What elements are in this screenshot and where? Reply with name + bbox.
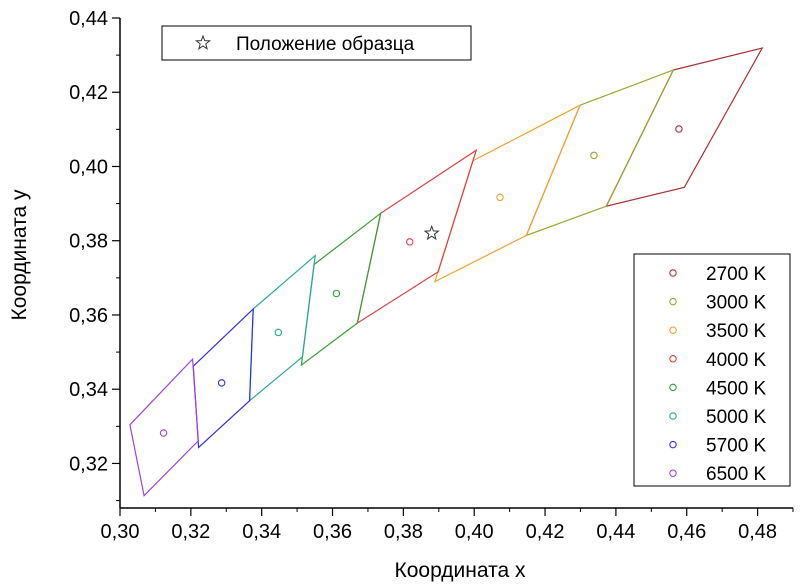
legend-label: 4500 K — [706, 378, 767, 399]
x-axis-title: Координата x — [395, 559, 526, 582]
legend-item: 2700 K — [669, 264, 767, 285]
x-tick-label: 0,34 — [242, 521, 281, 543]
legend-marker — [669, 269, 677, 277]
y-tick-label: 0,34 — [69, 379, 108, 401]
legend-marker — [669, 355, 677, 363]
legend-marker — [669, 440, 677, 449]
quadrangle-3000k — [525, 68, 675, 237]
legend-marker — [669, 297, 677, 306]
x-tick-label: 0,32 — [171, 521, 210, 543]
sample-legend-frame — [161, 25, 472, 61]
y-tick-label: 0,32 — [69, 453, 108, 475]
legend-marker — [669, 469, 677, 477]
sample-point-star — [423, 224, 440, 241]
sample-legend-label: Положение образца — [236, 34, 415, 55]
quadrangle-2700k — [605, 47, 764, 208]
star-icon — [194, 34, 212, 50]
quadrangle-5700k — [192, 307, 254, 449]
legend-item: 6500 K — [669, 464, 767, 485]
sample-legend: Положение образца — [161, 25, 472, 61]
y-tick-label: 0,42 — [69, 82, 108, 104]
center-point-3000k — [590, 151, 598, 160]
legend-item: 4000 K — [669, 350, 767, 371]
x-tick-label: 0,38 — [384, 521, 423, 543]
x-tick-label: 0,36 — [313, 521, 352, 543]
x-tick-label: 0,44 — [596, 521, 635, 543]
legend-marker — [669, 412, 677, 420]
y-axis-title: Координата y — [8, 189, 31, 320]
y-tick-label: 0,44 — [69, 8, 108, 30]
legend-marker — [669, 383, 677, 392]
legend-label: 3000 K — [706, 293, 767, 314]
quadrangle-6500k — [129, 357, 199, 497]
center-point-2700k — [675, 125, 683, 133]
legend-item: 3000 K — [669, 293, 767, 314]
star-icon-shape — [194, 34, 212, 50]
series-legend-frame — [633, 253, 791, 487]
center-point-5700k — [217, 379, 226, 387]
center-point-4500k — [332, 289, 341, 298]
legend-item: 3500 K — [669, 321, 767, 342]
legend-label: 5000 K — [706, 407, 767, 428]
legend-label: 6500 K — [706, 464, 767, 485]
legend-label: 5700 K — [706, 436, 767, 457]
y-tick-label: 0,40 — [69, 156, 108, 178]
x-tick-label: 0,40 — [455, 521, 494, 543]
x-tick-label: 0,30 — [101, 521, 140, 543]
x-tick-label: 0,42 — [526, 521, 565, 543]
quadrangle-3500k — [433, 103, 582, 283]
y-tick-label: 0,38 — [69, 231, 108, 253]
legend-item: 4500 K — [669, 378, 767, 399]
legend-label: 3500 K — [706, 321, 767, 342]
center-point-6500k — [159, 429, 168, 437]
legend-item: 5700 K — [669, 436, 767, 457]
center-point-5000k — [274, 328, 283, 337]
legend-label: 2700 K — [706, 264, 767, 285]
quadrangle-4500k — [300, 211, 382, 367]
x-axis: 0,30 0,32 0,34 0,36 0,38 0,40 0,42 0,44 0,46 0,48 — [101, 507, 794, 543]
x-tick-label: 0,48 — [738, 521, 777, 543]
x-tick-label: 0,46 — [667, 521, 706, 543]
y-tick-label: 0,36 — [69, 305, 108, 327]
quadrangle-5000k — [248, 254, 316, 403]
legend-label: 4000 K — [706, 350, 767, 371]
plot-area — [129, 47, 764, 497]
center-point-4000k — [405, 238, 414, 246]
series-legend: 2700 K 3000 K 3500 K 4000 K 4500 K 5000 K 5700… — [633, 253, 791, 487]
y-axis: 0,32 0,34 0,36 0,38 0,40 0,42 0,44 — [69, 8, 121, 508]
center-point-3500k — [496, 193, 504, 202]
legend-marker — [669, 326, 677, 334]
legend-item: 5000 K — [669, 407, 767, 428]
